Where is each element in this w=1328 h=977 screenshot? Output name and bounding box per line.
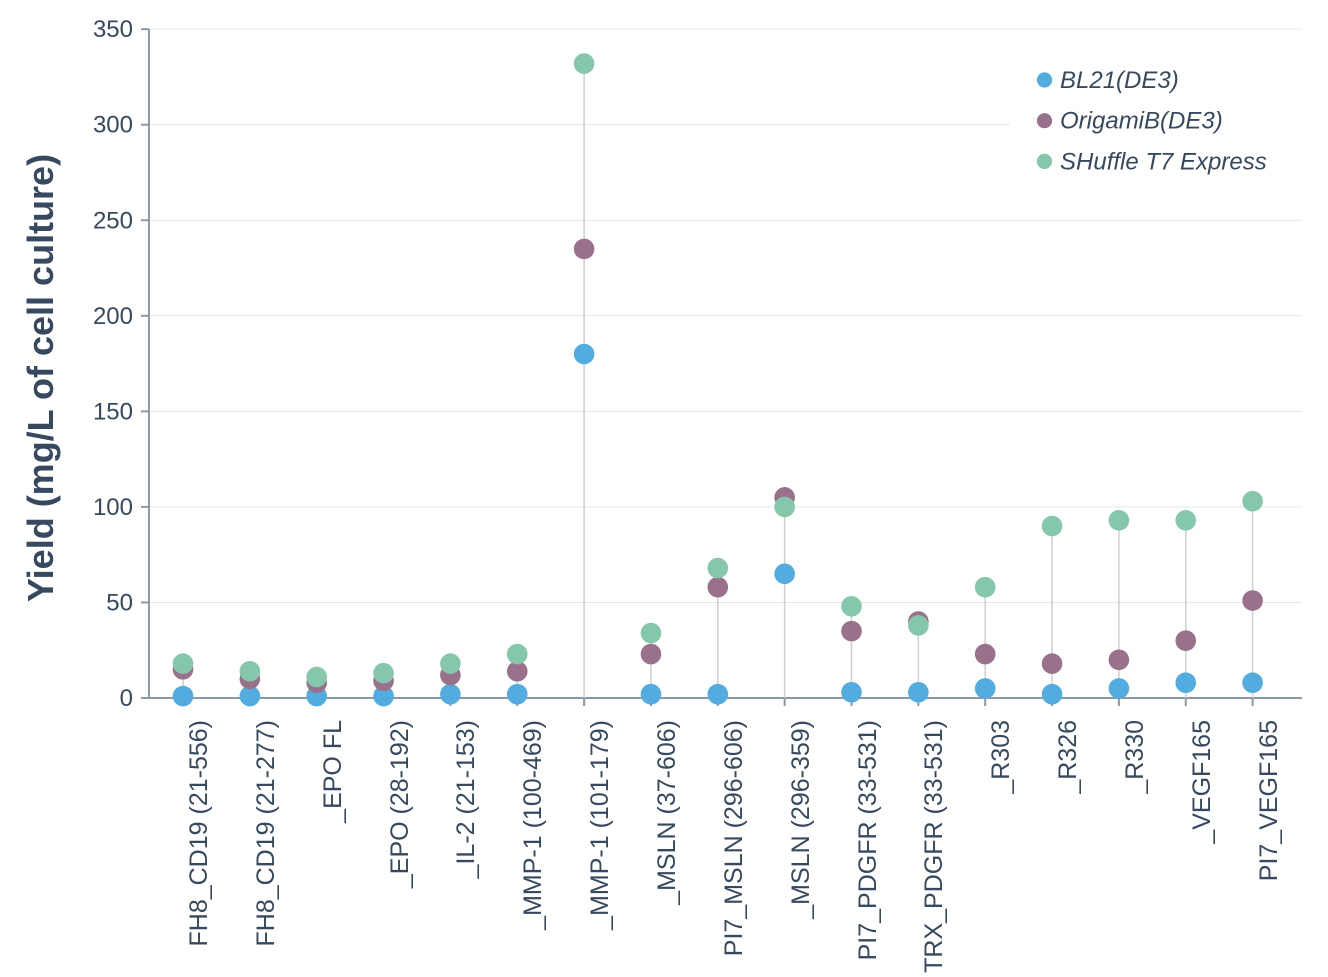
- svg-text:50: 50: [106, 589, 133, 616]
- svg-text:350: 350: [93, 16, 133, 43]
- svg-text:BL21(DE3): BL21(DE3): [1060, 67, 1179, 94]
- svg-text:250: 250: [93, 207, 133, 234]
- svg-text:0: 0: [120, 685, 133, 712]
- svg-text:200: 200: [93, 303, 133, 330]
- svg-text:300: 300: [93, 112, 133, 139]
- svg-text:OrigamiB(DE3): OrigamiB(DE3): [1060, 108, 1223, 135]
- svg-text:SHuffle T7 Express: SHuffle T7 Express: [1060, 148, 1267, 175]
- svg-text:100: 100: [93, 494, 133, 521]
- svg-text:150: 150: [93, 398, 133, 425]
